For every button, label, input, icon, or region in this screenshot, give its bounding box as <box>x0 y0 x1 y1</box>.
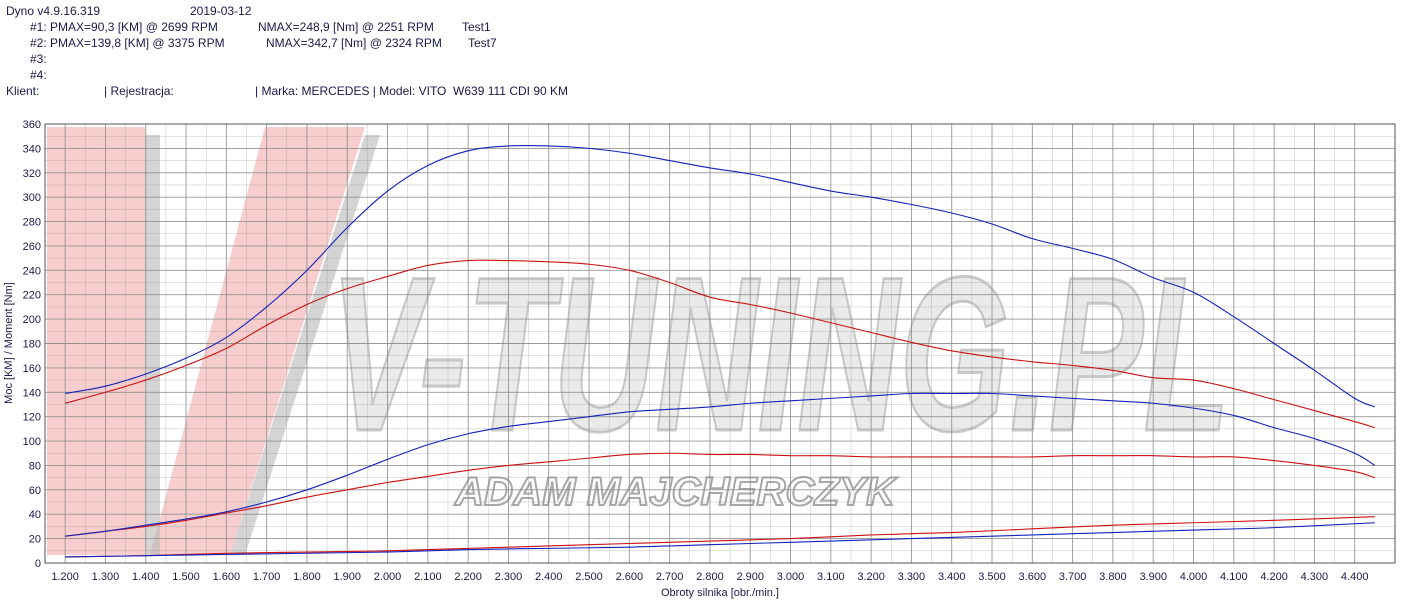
chart-series <box>65 144 1376 558</box>
x-tick-label: 3.500 <box>978 571 1006 583</box>
y-axis-label: Moc [KM] / Moment [Nm] <box>3 282 15 404</box>
y-tick-label: 0 <box>35 558 41 570</box>
y-tick-label: 280 <box>23 217 41 229</box>
run-1-name: Test1 <box>462 20 491 34</box>
series-line-test1-torque <box>65 259 1376 429</box>
x-tick-label: 3.300 <box>898 571 926 583</box>
x-tick-label: 2.400 <box>535 571 563 583</box>
run-1-pmax: PMAX=90,3 [KM] @ 2699 RPM <box>50 20 218 34</box>
x-tick-label: 2.000 <box>374 571 402 583</box>
x-tick-labels: 1.200 1.300 1.400 1.500 1.600 1.700 1.800 1.900… <box>51 571 1368 583</box>
run-2-id: #2: <box>30 36 47 50</box>
y-tick-label: 300 <box>23 192 41 204</box>
y-tick-label: 60 <box>29 485 41 497</box>
x-tick-label: 2.800 <box>696 571 724 583</box>
x-tick-label: 4.100 <box>1220 571 1248 583</box>
x-tick-label: 4.200 <box>1260 571 1288 583</box>
app-version: Dyno v4.9.16.319 <box>6 4 101 18</box>
run-2-nmax: NMAX=342,7 [Nm] @ 2324 RPM <box>266 36 442 50</box>
chart-grid <box>45 123 1395 564</box>
x-tick-label: 2.700 <box>656 571 684 583</box>
run-1-nmax: NMAX=248,9 [Nm] @ 2251 RPM <box>258 20 434 34</box>
run-2-name: Test7 <box>468 36 497 50</box>
y-tick-label: 80 <box>29 460 41 472</box>
y-tick-label: 200 <box>23 314 41 326</box>
x-tick-label: 3.000 <box>777 571 805 583</box>
y-tick-label: 360 <box>23 119 41 131</box>
watermark-main-text: V-TUNING.PL <box>330 231 1230 477</box>
x-tick-label: 3.400 <box>938 571 966 583</box>
x-tick-label: 3.800 <box>1099 571 1127 583</box>
x-tick-label: 1.400 <box>132 571 160 583</box>
watermark-v-shadow-right <box>230 135 380 555</box>
y-tick-label: 340 <box>23 143 41 155</box>
registration-label: | Rejestracja: <box>104 84 174 98</box>
series-line-test1-loss <box>65 516 1375 558</box>
vehicle-info: | Marka: MERCEDES | Model: VITO W639 111… <box>255 84 568 98</box>
x-tick-label: 1.700 <box>253 571 281 583</box>
x-tick-label: 4.400 <box>1341 571 1369 583</box>
x-tick-label: 3.200 <box>857 571 885 583</box>
y-tick-label: 100 <box>23 436 41 448</box>
y-tick-label: 320 <box>23 168 41 180</box>
x-tick-label: 2.200 <box>454 571 482 583</box>
y-tick-label: 260 <box>23 241 41 253</box>
x-tick-label: 4.300 <box>1301 571 1329 583</box>
x-tick-label: 1.600 <box>213 571 241 583</box>
x-tick-label: 2.900 <box>736 571 764 583</box>
x-tick-label: 1.300 <box>92 571 120 583</box>
series-line-test2-torque <box>65 144 1376 408</box>
run-2-pmax: PMAX=139,8 [KM] @ 3375 RPM <box>50 36 225 50</box>
x-tick-label: 1.800 <box>293 571 321 583</box>
y-tick-label: 160 <box>23 363 41 375</box>
y-tick-label: 20 <box>29 534 41 546</box>
x-tick-label: 2.500 <box>575 571 603 583</box>
y-tick-labels: 0 20 40 60 80 100 120 140 160 180 200 220 240 260 280 3… <box>23 119 41 570</box>
y-tick-label: 240 <box>23 265 41 277</box>
series-line-test1-power <box>65 452 1376 537</box>
test-date: 2019-03-12 <box>190 4 252 18</box>
y-tick-label: 140 <box>23 387 41 399</box>
x-tick-label: 1.900 <box>333 571 361 583</box>
run-3-id: #3: <box>30 52 47 66</box>
x-axis-label: Obroty silnika [obr./min.] <box>661 587 779 599</box>
run-1-id: #1: <box>30 20 47 34</box>
x-tick-label: 2.300 <box>495 571 523 583</box>
y-tick-label: 40 <box>29 509 41 521</box>
watermark-v-shadow <box>145 135 160 555</box>
watermark-v-left <box>47 127 145 555</box>
y-tick-label: 120 <box>23 412 41 424</box>
client-label: Klient: <box>6 84 40 98</box>
x-tick-label: 3.700 <box>1059 571 1087 583</box>
x-tick-label: 1.200 <box>51 571 79 583</box>
x-tick-label: 2.100 <box>414 571 442 583</box>
series-line-test2-loss <box>65 522 1375 558</box>
x-tick-label: 4.000 <box>1180 571 1208 583</box>
x-tick-label: 1.500 <box>172 571 200 583</box>
run-4-id: #4: <box>30 68 47 82</box>
series-line-test2-power <box>65 392 1376 537</box>
x-tick-label: 3.100 <box>817 571 845 583</box>
y-tick-label: 180 <box>23 339 41 351</box>
x-tick-label: 2.600 <box>616 571 644 583</box>
x-tick-label: 3.600 <box>1019 571 1047 583</box>
plot-frame <box>44 123 1396 564</box>
watermark-sub-text: ADAM MAJCHERCZYK <box>454 470 898 514</box>
y-tick-label: 220 <box>23 290 41 302</box>
x-tick-label: 3.900 <box>1139 571 1167 583</box>
